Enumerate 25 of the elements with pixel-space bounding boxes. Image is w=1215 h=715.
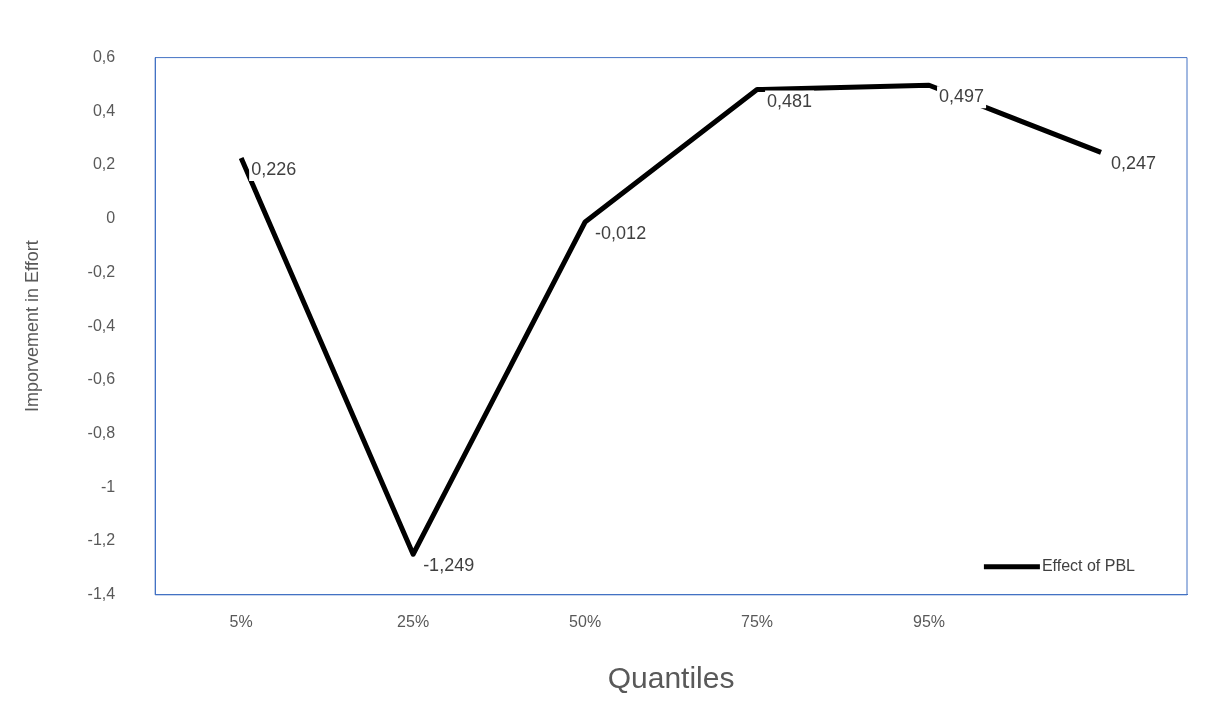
y-tick-label: -1,4 (87, 585, 116, 603)
y-axis-title: Imporvement in Effort (21, 240, 42, 413)
y-tick-label: -1 (100, 477, 116, 495)
y-tick-label: -0,6 (87, 370, 116, 388)
y-tick-label: -0,8 (87, 424, 116, 442)
data-label: -0,012 (595, 222, 647, 243)
x-tick-label: 50% (569, 612, 602, 630)
x-tick-label: 25% (397, 612, 430, 630)
x-tick-label: 95% (913, 612, 946, 630)
y-tick-label: 0,4 (92, 101, 116, 119)
data-label: 0,497 (939, 86, 985, 107)
data-label: 0,247 (1111, 153, 1157, 174)
x-axis-title: Quantiles (607, 661, 735, 695)
legend-label: Effect of PBL (1041, 557, 1136, 575)
data-label: -1,249 (423, 555, 475, 576)
x-tick-label: 75% (741, 612, 774, 630)
data-label: 0,481 (767, 90, 813, 111)
y-tick-label: -1,2 (87, 531, 116, 549)
data-label: 0,226 (251, 159, 297, 180)
y-tick-label: 0,2 (92, 155, 116, 173)
y-tick-label: -0,2 (87, 262, 116, 280)
y-tick-label: -0,4 (87, 316, 116, 334)
y-tick-label: 0 (106, 209, 116, 227)
x-tick-label: 5% (229, 612, 253, 630)
y-tick-label: 0,6 (92, 48, 116, 66)
